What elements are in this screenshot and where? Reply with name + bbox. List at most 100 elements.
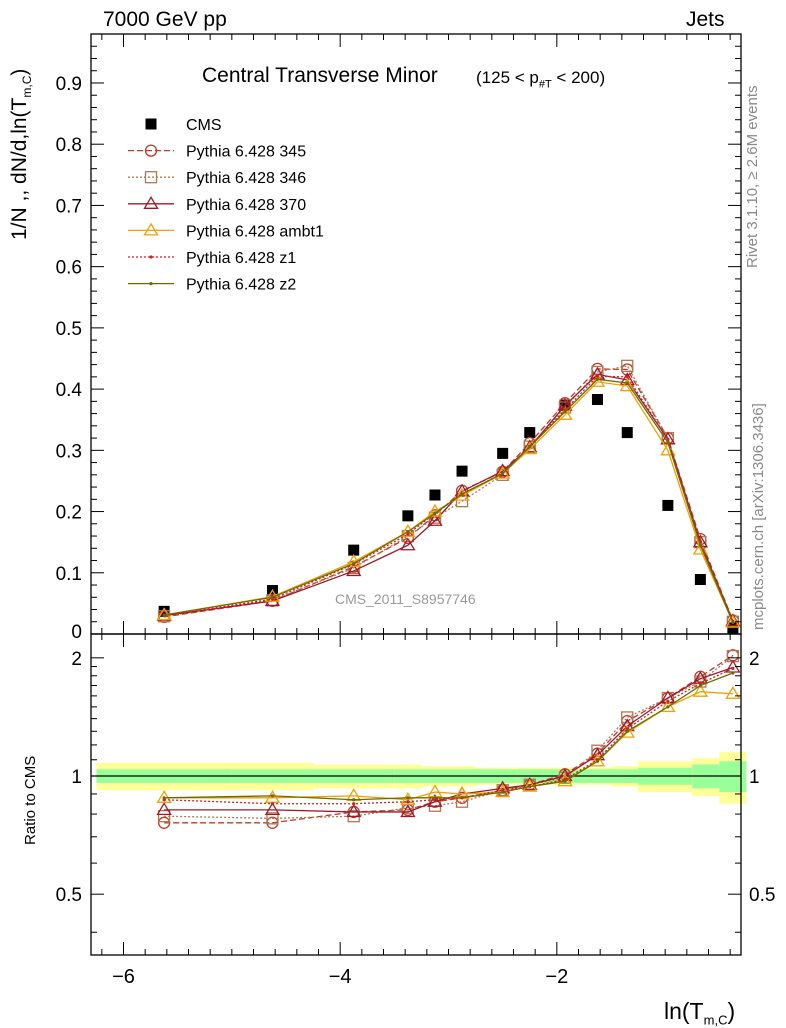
main-data-point: [524, 427, 536, 439]
ratio-data-point: [666, 705, 670, 709]
ylabel-main-sub: m,C: [20, 75, 35, 98]
main-y-tick-label: 0.8: [56, 135, 82, 156]
energy-label: 7000 GeV pp: [103, 8, 227, 31]
ratio-data-point: [557, 773, 573, 787]
ratio-data-point: [621, 711, 634, 724]
main-data-point: [694, 574, 706, 586]
main-data-point: [348, 544, 360, 556]
main-data-point: [666, 440, 670, 444]
rivet-version-label: Rivet 3.1.10, ≥ 2.6M events: [744, 85, 761, 269]
main-data-point: [589, 373, 606, 387]
ylabel-main-pre: 1/N ,, dN/d,ln(T: [8, 97, 31, 240]
ratio-data-point: [352, 802, 356, 806]
ratio-data-point: [731, 671, 735, 675]
main-data-point: [698, 543, 702, 547]
main-data-point: [162, 613, 166, 617]
legend: CMS Pythia 6.428 345 Pythia 6.428 346 Pythi…: [128, 117, 324, 294]
legend-marker: [145, 118, 157, 130]
ratio-data-point: [625, 729, 629, 733]
main-data-point: [528, 445, 532, 449]
ratio-data-point: [501, 790, 505, 794]
main-data-point: [495, 465, 511, 479]
main-data-point: [346, 553, 362, 567]
main-data-point: [591, 394, 603, 406]
ratio-data-point: [433, 796, 437, 800]
y-axis-label-ratio: Ratio to CMS: [22, 755, 39, 845]
main-data-point: [595, 377, 600, 381]
xlabel-sub: m,C: [703, 1012, 728, 1028]
main-data-point: [563, 410, 567, 414]
ratio-data-point: [666, 699, 670, 703]
ylabel-main-post: ): [8, 68, 31, 76]
xlabel-post: ): [727, 998, 736, 1024]
legend-marker: [144, 144, 158, 157]
ratio-data-point: [270, 794, 275, 798]
main-data-point: [429, 489, 441, 501]
chart-title-cut: (125 < p#T < 200): [476, 68, 605, 90]
axes: 0.1 0.2 0.3 0.4 0.5 0.6 0.7 0.8 0.9 0 −6 −4 −2 0.5 0.5…: [56, 33, 775, 988]
ratio-data-point: [352, 798, 356, 802]
main-data-point: [406, 530, 410, 534]
legend-label: Pythia 6.428 z2: [186, 277, 296, 294]
ratio-data-point: [157, 816, 171, 829]
ratio-data-point: [563, 779, 567, 783]
main-y-tick-label: 0.2: [56, 503, 82, 524]
ratio-data-point: [157, 810, 171, 823]
main-data-point: [731, 620, 735, 624]
legend-label: Pythia 6.428 345: [186, 144, 306, 161]
ratio-data-point: [522, 776, 538, 790]
x-tick-label: −4: [329, 966, 352, 988]
ratio-data-point: [400, 791, 416, 805]
x-axis-label: ln(Tm,C): [664, 998, 735, 1028]
ratio-data-point: [266, 812, 279, 825]
main-data-point: [625, 375, 629, 379]
main-y-tick-label: 0.3: [56, 441, 82, 462]
legend-marker: [149, 255, 153, 259]
main-y-tick-label: 0.9: [56, 74, 82, 95]
ratio-y-tick-label-right: 0.5: [749, 885, 775, 906]
legend-label: CMS: [186, 117, 222, 134]
ratio-data-point: [731, 666, 735, 670]
ratio-series-line: [164, 672, 734, 801]
legend-label: Pythia 6.428 ambt1: [186, 223, 324, 240]
ratio-data-point: [270, 802, 275, 806]
main-data-point: [346, 563, 362, 577]
ratio-frame: [90, 633, 742, 956]
ratio-y-tick-label-right: 1: [749, 767, 760, 788]
ratio-data-point: [156, 790, 172, 803]
ratio-y-tick-label-right: 2: [749, 649, 760, 670]
legend-marker: [143, 222, 159, 236]
ratio-data-point: [595, 759, 600, 763]
main-series-line: [164, 378, 734, 623]
mcplots-reference-label: mcplots.cern.ch [arXiv:1306.3436]: [750, 403, 767, 630]
ratio-data-point: [346, 804, 362, 818]
main-data-point: [400, 537, 416, 551]
main-data-point: [352, 561, 356, 566]
ratio-y-tick-label: 1: [71, 767, 82, 788]
chart-title: Central Transverse Minor: [202, 64, 438, 87]
ratio-data-point: [400, 804, 416, 818]
ratio-data-point: [406, 800, 410, 804]
legend-label: Pythia 6.428 346: [186, 170, 306, 187]
series-layer: [156, 359, 741, 829]
main-data-point: [621, 427, 633, 439]
legend-label: Pythia 6.428 z1: [186, 250, 296, 267]
main-data-point: [625, 381, 629, 385]
main-data-point: [454, 487, 470, 501]
main-y-tick-label: 0.1: [56, 564, 82, 585]
main-data-point: [501, 471, 505, 476]
ratio-data-point: [625, 727, 629, 731]
main-series-line: [164, 381, 734, 623]
ratio-data-point: [698, 683, 702, 688]
xlabel-pre: ln(T: [664, 998, 704, 1024]
title-cut-pre: (125 < p: [476, 68, 539, 87]
main-data-point: [522, 441, 538, 455]
ratio-data-point: [460, 796, 464, 800]
legend-marker: [143, 196, 159, 209]
main-data-point: [433, 511, 437, 515]
legend-marker: [149, 282, 153, 286]
ratio-y-tick-label: 2: [71, 649, 82, 670]
main-data-point: [460, 492, 464, 496]
ratio-data-point: [406, 796, 410, 800]
